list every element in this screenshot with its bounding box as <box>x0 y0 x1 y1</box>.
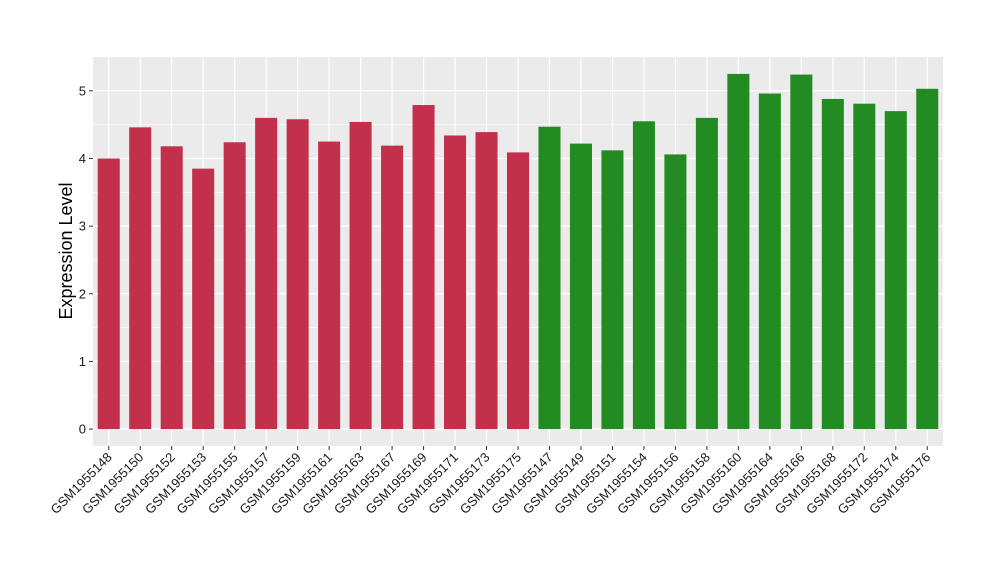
bar-GSM1955166 <box>790 74 813 430</box>
bar-GSM1955151 <box>601 150 624 430</box>
bar-GSM1955173 <box>475 132 498 430</box>
bar-GSM1955159 <box>286 119 309 430</box>
bar-GSM1955154 <box>632 121 655 430</box>
y-tick-label: 2 <box>79 286 86 301</box>
y-tick-label: 5 <box>79 83 86 98</box>
bar-GSM1955150 <box>129 127 152 430</box>
bar-GSM1955148 <box>97 158 120 430</box>
bar-GSM1955168 <box>821 98 844 430</box>
y-tick-label: 3 <box>79 219 86 234</box>
bar-GSM1955149 <box>569 143 592 430</box>
bar-GSM1955161 <box>318 141 341 430</box>
bar-GSM1955160 <box>727 73 750 430</box>
bar-GSM1955152 <box>160 146 183 430</box>
bar-GSM1955163 <box>349 121 372 430</box>
bar-GSM1955176 <box>916 88 939 430</box>
y-tick-label: 4 <box>79 151 86 166</box>
bar-GSM1955169 <box>412 105 435 430</box>
bars <box>97 73 939 430</box>
bar-GSM1955153 <box>192 168 215 430</box>
y-tick-label: 0 <box>79 422 86 437</box>
bar-GSM1955155 <box>223 142 246 430</box>
bar-GSM1955167 <box>381 145 404 430</box>
bar-GSM1955157 <box>255 117 278 430</box>
bar-GSM1955175 <box>506 152 530 430</box>
y-axis: 0 1 2 3 4 5 <box>79 83 93 437</box>
x-axis: GSM1955148GSM1955150GSM1955152GSM1955153… <box>48 446 933 517</box>
bar-GSM1955164 <box>758 93 781 430</box>
bar-GSM1955174 <box>884 111 907 430</box>
bar-GSM1955156 <box>664 154 687 430</box>
bar-GSM1955147 <box>538 126 561 430</box>
y-tick-label: 1 <box>79 354 86 369</box>
bar-GSM1955158 <box>695 117 718 430</box>
y-axis-title: Expression Level <box>56 182 76 319</box>
bar-GSM1955171 <box>444 135 467 430</box>
bar-GSM1955172 <box>853 103 876 430</box>
